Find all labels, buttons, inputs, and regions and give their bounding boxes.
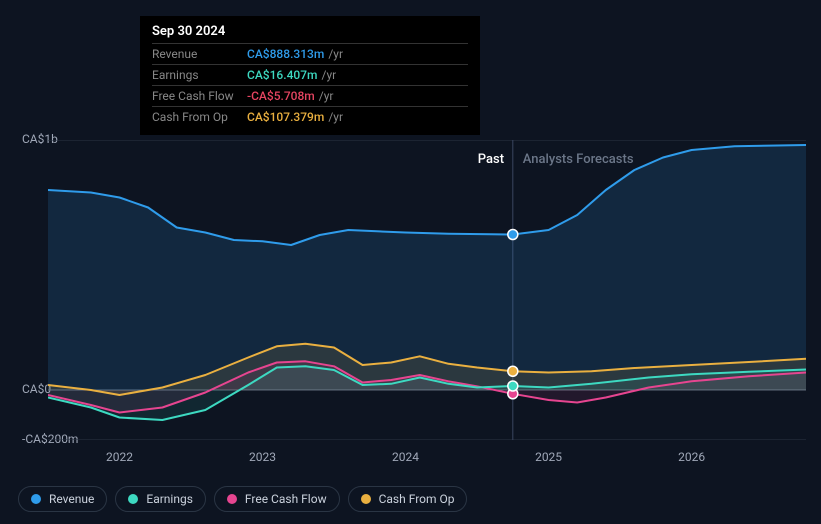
chart-container: CA$1bCA$0-CA$200m 20222023202420252026 P… [16,120,806,460]
x-axis-label: 2024 [392,450,419,464]
tooltip-metric-value: CA$16.407m [247,68,318,82]
tooltip-date: Sep 30 2024 [152,24,468,39]
chart-legend: Revenue Earnings Free Cash Flow Cash From O… [18,486,467,512]
financial-chart[interactable] [48,140,806,440]
series-marker[interactable] [508,381,518,391]
chart-tooltip: Sep 30 2024 Revenue CA$888.313m /yr Earn… [140,16,480,135]
x-axis-label: 2025 [535,450,562,464]
legend-swatch [227,494,237,504]
tooltip-row: Cash From Op CA$107.379m /yr [152,106,468,127]
legend-label: Free Cash Flow [245,492,327,506]
series-marker[interactable] [508,366,518,376]
legend-swatch [128,494,138,504]
tooltip-row: Revenue CA$888.313m /yr [152,43,468,64]
legend-label: Cash From Op [379,492,455,506]
tooltip-metric-label: Free Cash Flow [152,89,247,103]
tooltip-metric-unit: /yr [328,47,343,61]
tooltip-row: Free Cash Flow -CA$5.708m /yr [152,85,468,106]
legend-label: Revenue [49,492,94,506]
y-axis-label: CA$0 [22,382,51,396]
x-axis-label: 2026 [678,450,705,464]
tooltip-metric-unit: /yr [322,68,337,82]
tooltip-metric-value: CA$888.313m [247,47,324,61]
tooltip-metric-value: -CA$5.708m [247,89,315,103]
tooltip-metric-label: Cash From Op [152,110,247,124]
tooltip-metric-unit: /yr [319,89,334,103]
series-marker[interactable] [508,230,518,240]
tooltip-metric-value: CA$107.379m [247,110,324,124]
legend-swatch [31,494,41,504]
series-area [48,145,806,390]
legend-item[interactable]: Earnings [115,486,206,512]
legend-item[interactable]: Revenue [18,486,107,512]
legend-label: Earnings [146,492,193,506]
legend-item[interactable]: Free Cash Flow [214,486,340,512]
legend-item[interactable]: Cash From Op [348,486,468,512]
x-axis-label: 2023 [249,450,276,464]
tooltip-metric-label: Earnings [152,68,247,82]
x-axis-label: 2022 [106,450,133,464]
tooltip-row: Earnings CA$16.407m /yr [152,64,468,85]
tooltip-metric-label: Revenue [152,47,247,61]
legend-swatch [361,494,371,504]
tooltip-metric-unit: /yr [328,110,343,124]
